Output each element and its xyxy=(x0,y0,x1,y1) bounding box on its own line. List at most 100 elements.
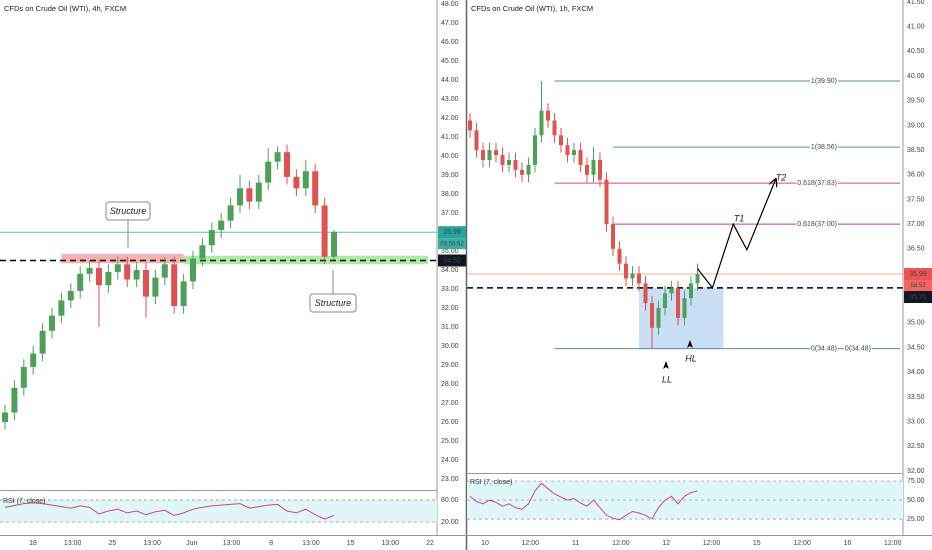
fib-label: 0(34.48) xyxy=(811,345,837,352)
y-tick-label: 41.00 xyxy=(441,134,459,141)
rsi-tick-label: 75.00 xyxy=(907,478,925,485)
price-tag-label: 35.99 xyxy=(909,271,927,278)
fib-label: 1(39.90) xyxy=(811,78,837,85)
candle-body xyxy=(284,152,290,177)
y-tick-label: 32.00 xyxy=(907,468,925,475)
candle-body xyxy=(11,387,18,413)
rsi-line xyxy=(469,482,698,521)
candle-body xyxy=(246,188,253,202)
rsi-band xyxy=(0,499,437,523)
x-tick-label: 12 xyxy=(662,540,670,547)
candle-body xyxy=(293,176,300,189)
y-tick-label: 32.50 xyxy=(907,443,925,450)
candle-body xyxy=(695,274,700,284)
candle-body xyxy=(152,277,159,297)
candle-body xyxy=(468,120,472,131)
countdown-tag xyxy=(438,238,466,250)
y-tick-label: 47.00 xyxy=(441,20,459,27)
x-tick-label: 13:00 xyxy=(64,540,82,547)
rsi-tick-label: 50.00 xyxy=(907,497,925,504)
candle-body xyxy=(676,288,680,318)
candle-body xyxy=(302,171,309,189)
y-tick-label: 24.00 xyxy=(441,457,459,464)
y-tick-label: 38.50 xyxy=(907,147,925,154)
y-tick-label: 35.00 xyxy=(441,248,459,255)
y-tick-label: 38.00 xyxy=(907,172,925,179)
candle-body xyxy=(20,366,27,388)
candle-body xyxy=(481,150,485,160)
candle-body xyxy=(630,273,635,279)
x-tick-label: 16 xyxy=(844,540,852,547)
x-tick-label: 13:00 xyxy=(382,540,400,547)
candle-body xyxy=(546,110,550,121)
y-tick-label: 42.00 xyxy=(441,115,459,122)
price-tag-label: 34.50 xyxy=(443,257,461,264)
price-tag xyxy=(438,226,466,239)
candle-body xyxy=(237,188,243,206)
y-tick-label: 37.00 xyxy=(907,221,925,228)
y-tick-label: 23.00 xyxy=(441,476,459,483)
y-tick-label: 37.50 xyxy=(907,196,925,203)
rsi-tick-label: 80.00 xyxy=(441,497,459,504)
y-tick-label: 39.00 xyxy=(907,122,925,129)
y-tick-label: 44.00 xyxy=(441,77,459,84)
y-tick-label: 33.00 xyxy=(907,418,925,425)
candle-body xyxy=(539,110,544,136)
x-tick-label: 13:00 xyxy=(143,540,161,547)
x-tick-label: 22 xyxy=(426,540,434,547)
y-tick-label: 32.00 xyxy=(441,305,459,312)
candle-body xyxy=(331,232,337,257)
annotation: HL xyxy=(685,353,697,363)
candle-body xyxy=(591,159,596,175)
y-tick-label: 48.00 xyxy=(441,1,459,8)
candle-body xyxy=(507,159,511,165)
x-tick-label: 12:00 xyxy=(884,540,902,547)
y-tick-label: 28.00 xyxy=(441,381,459,388)
candle-body xyxy=(559,135,563,146)
chart-title: CFDs on Crude Oil (WTI), 1h, FXCM xyxy=(471,4,593,13)
x-tick-label: 13:00 xyxy=(223,540,241,547)
candle-body xyxy=(77,273,84,291)
y-tick-label: 45.00 xyxy=(441,58,459,65)
x-tick-label: 15 xyxy=(347,540,355,547)
candle-body xyxy=(643,283,648,304)
x-tick-label: 25 xyxy=(109,540,117,547)
y-tick-label: 38.00 xyxy=(441,191,459,198)
candle-body xyxy=(2,412,8,422)
y-tick-label: 37.00 xyxy=(441,210,459,217)
candle-body xyxy=(124,264,131,280)
candle-body xyxy=(604,179,609,225)
candle-body xyxy=(114,264,121,272)
y-tick-label: 40.00 xyxy=(441,153,459,160)
x-tick-label: 15 xyxy=(753,540,761,547)
candle-body xyxy=(689,283,693,299)
annotation: T1 xyxy=(734,213,745,223)
countdown: 58:52 xyxy=(910,283,926,289)
x-tick-label: 13:00 xyxy=(302,540,320,547)
candle-body xyxy=(143,270,149,297)
candle-body xyxy=(180,281,187,307)
rsi-title: RSI (7, close) xyxy=(3,498,45,505)
price-tag xyxy=(904,291,932,304)
arrow-marker xyxy=(663,361,669,369)
candle-body xyxy=(552,120,557,136)
y-tick-label: 31.00 xyxy=(441,324,459,331)
candle-body xyxy=(526,164,531,175)
candle-body xyxy=(533,135,537,165)
y-tick-label: 46.00 xyxy=(441,39,459,46)
candle-body xyxy=(312,171,319,206)
candle-body xyxy=(265,161,272,183)
x-tick-label: Jun xyxy=(186,540,197,547)
countdown-tag xyxy=(904,280,932,292)
arrow-marker xyxy=(687,340,693,348)
right-pane: 1(39.90) 1(38.56) 0.618(37.83) 0.618(37.00)… xyxy=(467,77,903,354)
candle-body xyxy=(617,248,622,264)
candle-body xyxy=(520,169,524,175)
y-tick-label: 41.50 xyxy=(907,0,925,6)
x-tick-label: 12:00 xyxy=(703,540,721,547)
y-tick-label: 34.00 xyxy=(907,369,925,376)
callout: Structure xyxy=(105,201,151,248)
candle-body xyxy=(190,258,196,282)
y-tick-label: 35.00 xyxy=(907,320,925,327)
candle-body xyxy=(39,330,46,354)
